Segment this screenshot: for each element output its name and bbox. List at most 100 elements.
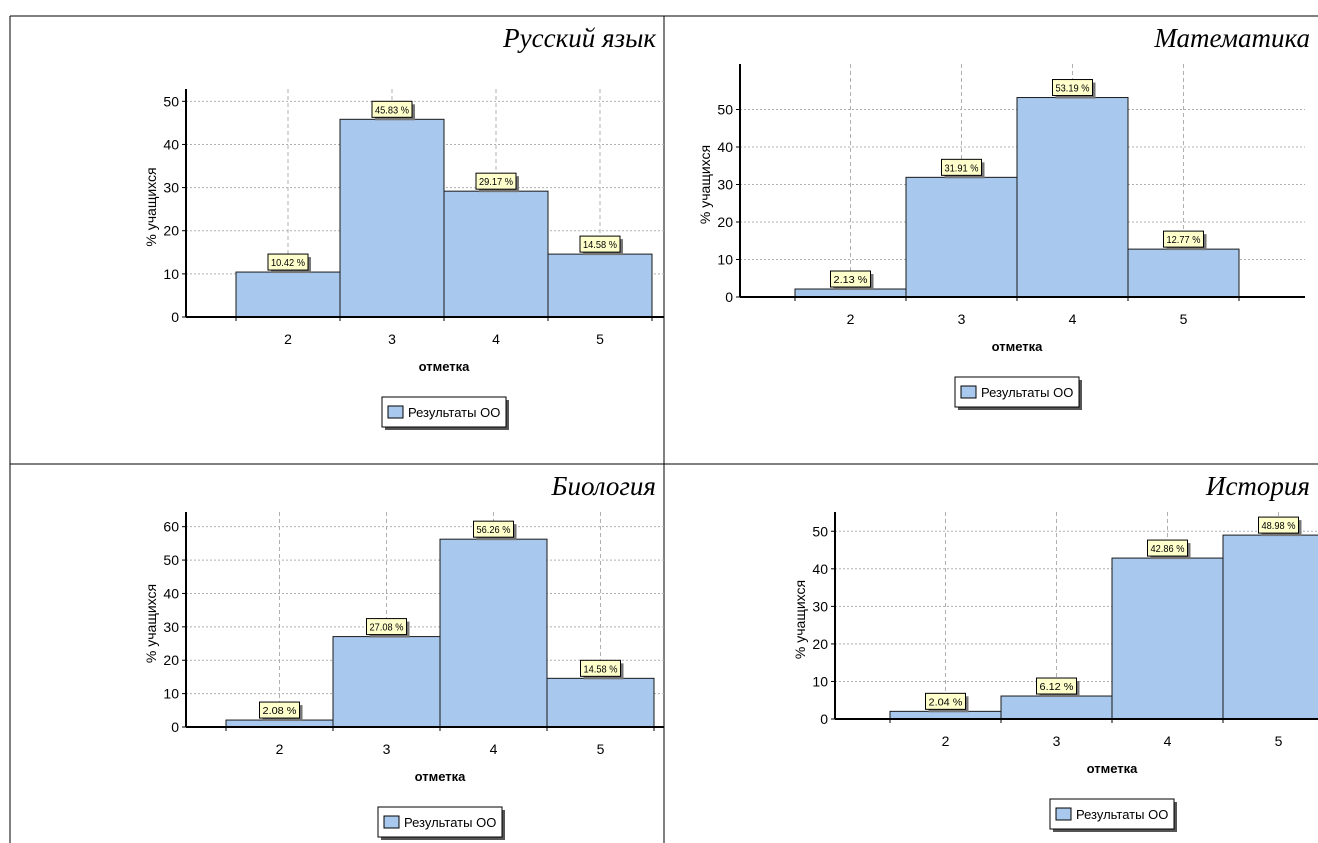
data-label-box [267, 253, 309, 271]
bar [1016, 97, 1129, 298]
data-label-box [366, 618, 407, 636]
data-label: 56.26 % [473, 520, 517, 541]
y-tick-label: 0 [171, 309, 179, 325]
y-tick-label: 20 [717, 214, 733, 230]
data-label-box [475, 172, 517, 190]
blue-square-swatch-icon [387, 405, 404, 419]
y-tick-label: 30 [717, 177, 733, 193]
data-label: 45.83 % [371, 100, 415, 121]
x-tick-label: 3 [383, 741, 391, 757]
x-tick-label: 4 [1164, 733, 1172, 749]
data-label-box [1036, 677, 1077, 695]
data-label-text: 48.98 % [1262, 520, 1296, 532]
legend: Результаты ОО [377, 806, 505, 840]
bar [443, 190, 549, 318]
blue-square-swatch-icon [1055, 807, 1072, 821]
data-label-text: 53.19 % [1056, 83, 1090, 95]
y-tick-label: 10 [812, 673, 828, 689]
y-axis-label: % учащихся [697, 145, 713, 224]
y-tick-label: 50 [812, 523, 828, 539]
y-tick-label: 10 [163, 686, 179, 702]
data-label-text: 45.83 % [375, 104, 409, 116]
bar [1000, 695, 1113, 720]
chart-title: Русский язык [502, 23, 656, 53]
data-label: 14.58 % [579, 235, 623, 256]
legend-box [1049, 798, 1175, 830]
y-tick-label: 20 [163, 223, 179, 239]
x-tick-label: 5 [597, 741, 605, 757]
data-label-text: 12.77 % [1167, 234, 1201, 246]
data-label: 48.98 % [1258, 516, 1302, 537]
bar [225, 719, 334, 728]
chart-history: История 0 10 20 30 40 50 2 3 4 5 отметка % учащихся 2… [792, 471, 1318, 832]
bar [1222, 534, 1318, 720]
data-label-box [1052, 79, 1093, 97]
y-tick-label: 0 [725, 289, 733, 305]
data-label-box [579, 235, 621, 253]
data-label-text: 29.17 % [479, 176, 513, 188]
legend-label: Результаты ОО [408, 405, 500, 420]
y-tick-label: 60 [163, 519, 179, 535]
bar [235, 271, 341, 318]
data-label-box [830, 270, 871, 288]
y-tick-label: 30 [163, 619, 179, 635]
data-label-text: 42.86 % [1151, 543, 1185, 555]
chart-cell-math: Математика 0 10 20 30 40 50 2 3 4 5 отметка % учащих… [665, 17, 1318, 464]
y-axis-label: % учащихся [792, 580, 808, 659]
bar [339, 118, 445, 318]
y-axis-label: % учащихся [143, 584, 159, 663]
blue-square-swatch-icon [960, 385, 977, 399]
x-tick-label: 4 [490, 741, 498, 757]
data-label-text: 2.04 % [929, 696, 963, 708]
x-tick-label: 2 [847, 311, 855, 327]
data-label-box [941, 158, 982, 176]
legend-label: Результаты ОО [404, 815, 496, 830]
chart-russian: Русский язык 0 10 20 30 40 50 2 3 4 5 отметка % учащ… [143, 23, 664, 430]
data-label-box [580, 659, 621, 677]
x-tick-label: 2 [942, 733, 950, 749]
x-axis-label: отметка [419, 359, 471, 374]
y-tick-label: 50 [163, 93, 179, 109]
legend: Результаты ОО [381, 396, 509, 430]
data-label-box [1147, 539, 1188, 557]
y-tick-label: 40 [717, 139, 733, 155]
data-label: 14.58 % [580, 659, 624, 680]
data-label-text: 10.42 % [271, 257, 305, 269]
chart-math: Математика 0 10 20 30 40 50 2 3 4 5 отметка % учащих… [697, 23, 1310, 410]
chart-biology: Биология 0 10 20 30 40 50 60 2 3 4 5 отметка % учащих… [143, 471, 664, 840]
bar [546, 677, 655, 728]
data-label-box [259, 701, 300, 719]
data-label-text: 2.13 % [834, 274, 868, 286]
data-label: 2.04 % [925, 692, 969, 713]
x-tick-label: 5 [1180, 311, 1188, 327]
y-tick-label: 30 [812, 598, 828, 614]
data-label-box [371, 100, 413, 118]
data-label: 2.08 % [259, 701, 303, 722]
y-tick-label: 30 [163, 180, 179, 196]
y-tick-label: 0 [171, 719, 179, 735]
chart-cell-biology: Биология 0 10 20 30 40 50 60 2 3 4 5 отметка % учащих… [11, 465, 664, 843]
legend-label: Результаты ОО [981, 385, 1073, 400]
x-tick-label: 2 [276, 741, 284, 757]
y-tick-label: 20 [163, 652, 179, 668]
data-label-text: 2.08 % [263, 705, 297, 717]
data-label: 2.13 % [830, 270, 874, 291]
bar [905, 176, 1018, 298]
x-tick-label: 2 [284, 331, 292, 347]
bar [547, 253, 653, 318]
bar [439, 538, 548, 728]
data-label-text: 6.12 % [1040, 681, 1074, 693]
chart-title: История [1205, 471, 1310, 501]
bar [889, 710, 1002, 720]
data-label-text: 27.08 % [370, 622, 404, 634]
data-label: 27.08 % [366, 618, 410, 638]
y-tick-label: 40 [163, 585, 179, 601]
data-label-box [473, 520, 514, 538]
x-axis-label: отметка [992, 339, 1044, 354]
data-label-box [1163, 230, 1204, 248]
x-tick-label: 3 [1053, 733, 1061, 749]
y-tick-label: 40 [163, 136, 179, 152]
y-tick-label: 50 [717, 102, 733, 118]
x-tick-label: 4 [492, 331, 500, 347]
legend-box [954, 376, 1080, 408]
